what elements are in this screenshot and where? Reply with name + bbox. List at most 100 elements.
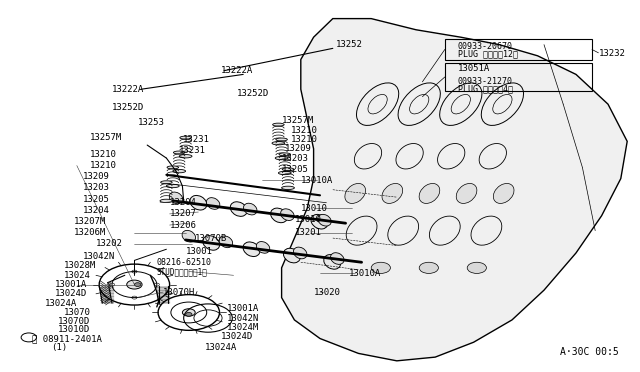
Ellipse shape [279,153,291,156]
Text: 08216-62510: 08216-62510 [157,258,212,267]
Text: 13010A: 13010A [349,269,381,278]
Ellipse shape [173,170,186,173]
Text: 13210: 13210 [291,126,318,135]
Polygon shape [282,19,627,361]
Text: 13210: 13210 [90,161,116,170]
Text: 00933-21270: 00933-21270 [458,77,513,86]
Text: 13024D: 13024D [54,289,86,298]
Text: 13210: 13210 [90,150,116,159]
Ellipse shape [311,214,328,229]
Ellipse shape [282,168,294,171]
Circle shape [371,262,390,273]
Text: 13010: 13010 [294,215,321,224]
Text: 13205: 13205 [83,195,110,203]
Text: A·30C 00:5: A·30C 00:5 [560,347,619,356]
Ellipse shape [382,183,403,203]
Ellipse shape [282,186,294,190]
Ellipse shape [278,171,291,175]
Ellipse shape [166,185,179,188]
Text: 13020: 13020 [314,288,340,296]
Text: 13024A: 13024A [45,299,77,308]
Ellipse shape [203,235,220,250]
Text: 13206: 13206 [170,221,196,230]
Text: 13252D: 13252D [112,103,144,112]
Ellipse shape [456,183,477,203]
Text: 13231: 13231 [182,135,209,144]
Text: 13203: 13203 [282,154,308,163]
Ellipse shape [179,155,192,158]
Text: 13205: 13205 [282,165,308,174]
Text: 13070D: 13070D [58,317,90,326]
Ellipse shape [276,138,287,141]
Text: 13070B: 13070B [195,234,227,243]
Text: 13207M: 13207M [74,217,106,226]
Text: (1): (1) [51,343,67,352]
Text: 13204: 13204 [83,206,110,215]
Ellipse shape [190,195,207,210]
Circle shape [419,262,438,273]
Text: 13024M: 13024M [227,323,259,332]
Ellipse shape [167,166,179,169]
Ellipse shape [330,253,344,264]
Text: 13222A: 13222A [112,85,144,94]
Ellipse shape [280,209,294,221]
Ellipse shape [324,254,340,269]
Text: 13232: 13232 [598,49,625,58]
Text: 13203: 13203 [83,183,110,192]
Text: PLUG ブラグ（12）: PLUG ブラグ（12） [458,49,518,58]
Text: 00933-20670: 00933-20670 [458,42,513,51]
Text: ⓝ 08911-2401A: ⓝ 08911-2401A [32,334,102,343]
Ellipse shape [493,183,514,203]
Text: 13028M: 13028M [64,262,96,270]
Ellipse shape [284,248,300,263]
Text: 13051A: 13051A [458,64,490,73]
Text: 13001A: 13001A [54,280,86,289]
Ellipse shape [317,214,332,226]
Text: 13042N: 13042N [227,314,259,323]
Text: 13210: 13210 [291,135,318,144]
Text: 13070H: 13070H [163,288,195,296]
Text: 13207: 13207 [170,209,196,218]
Ellipse shape [419,183,440,203]
Text: 13001A: 13001A [227,304,259,313]
Text: 13024: 13024 [64,271,91,280]
Text: 13202: 13202 [96,239,123,248]
Text: 13253: 13253 [138,118,164,127]
Circle shape [182,309,195,316]
Ellipse shape [230,202,247,217]
Text: 13024A: 13024A [205,343,237,352]
Ellipse shape [169,192,183,204]
Text: 13010D: 13010D [58,325,90,334]
Text: PLUG ブラグ（4）: PLUG ブラグ（4） [458,85,513,94]
Ellipse shape [345,183,365,203]
Circle shape [467,262,486,273]
Ellipse shape [275,157,288,160]
Ellipse shape [160,199,173,202]
Ellipse shape [182,230,196,242]
Ellipse shape [256,241,270,253]
Text: 13042N: 13042N [83,252,115,261]
Ellipse shape [206,198,220,209]
Ellipse shape [219,236,233,248]
Circle shape [134,283,141,286]
Ellipse shape [173,151,185,154]
Text: 13257M: 13257M [282,116,314,125]
Text: 13209: 13209 [285,144,312,153]
Ellipse shape [180,136,191,139]
Circle shape [127,280,142,289]
Text: 13209: 13209 [83,172,110,181]
Bar [445,39,592,60]
Text: 13010: 13010 [301,204,328,213]
Ellipse shape [243,203,257,215]
Text: 13010A: 13010A [301,176,333,185]
Text: 13024D: 13024D [221,332,253,341]
Ellipse shape [243,242,260,257]
Circle shape [186,312,192,316]
Text: 13252: 13252 [336,40,363,49]
Text: 13252D: 13252D [237,89,269,97]
Text: 13001: 13001 [186,247,212,256]
Bar [445,63,592,91]
Text: STUDスタッド（1）: STUDスタッド（1） [157,267,207,276]
Text: 13231: 13231 [179,146,206,155]
Ellipse shape [272,142,285,145]
